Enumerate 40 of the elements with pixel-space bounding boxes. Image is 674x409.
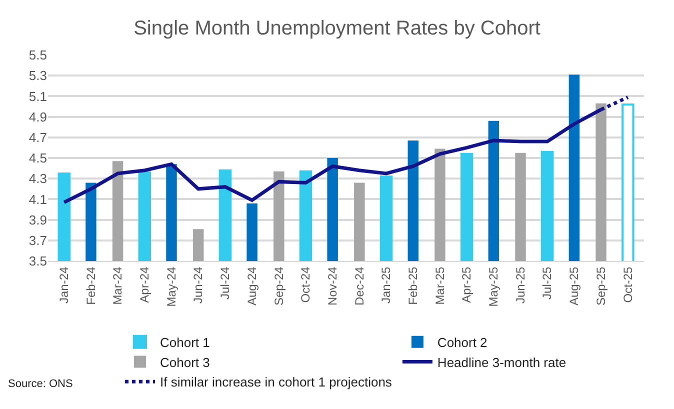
- x-tick-label: Dec-24: [352, 266, 366, 306]
- y-tick-label: 3.7: [28, 232, 47, 248]
- y-tick-label: 4.3: [28, 171, 47, 186]
- y-tick-label: 5.1: [28, 88, 47, 104]
- y-tick-label: 3.9: [28, 212, 47, 228]
- y-tick-label: 4.1: [28, 192, 47, 207]
- y-tick-label: 4.9: [28, 109, 47, 124]
- x-tick-label: Feb-24: [84, 266, 98, 305]
- x-tick-label: Jun-25: [513, 266, 528, 304]
- x-tick-label: Aug-24: [244, 266, 259, 306]
- x-tick-label: Sep-24: [272, 266, 286, 306]
- x-tick-label: May-24: [164, 266, 178, 307]
- x-tick-label: Jan-24: [57, 266, 72, 304]
- x-tick-label: Nov-24: [325, 266, 340, 306]
- x-tick-label: Jun-24: [191, 266, 206, 304]
- x-tick-label: Jul-25: [540, 266, 554, 300]
- legend-label: Headline 3-month rate: [437, 354, 566, 370]
- y-tick-label: 4.5: [28, 150, 47, 166]
- x-tick-label: May-25: [486, 266, 501, 307]
- y-tick-label: 3.5: [28, 254, 47, 269]
- x-tick-label: Aug-25: [567, 266, 582, 306]
- source-note: Source: ONS: [8, 378, 73, 390]
- x-tick-label: Oct-25: [620, 266, 635, 303]
- x-tick-label: Feb-25: [406, 266, 420, 305]
- legend-label: Cohort 2: [437, 334, 488, 350]
- x-tick-label: Apr-25: [460, 266, 474, 303]
- chart-title: Single Month Unemployment Rates by Cohort: [134, 17, 541, 40]
- x-tick-label: Sep-25: [594, 266, 608, 306]
- y-tick-label: 5.3: [28, 68, 47, 84]
- legend-label: Cohort 1: [160, 334, 210, 350]
- y-tick-label: 4.7: [28, 130, 47, 145]
- x-tick-label: Apr-24: [138, 266, 152, 303]
- x-tick-label: Jul-24: [218, 266, 232, 300]
- x-tick-label: Mar-24: [110, 266, 125, 305]
- y-tick-label: 5.5: [28, 48, 47, 63]
- legend-label: Cohort 3: [160, 354, 210, 370]
- x-tick-label: Mar-25: [432, 266, 447, 305]
- x-tick-label: Oct-24: [298, 266, 313, 303]
- x-tick-label: Jan-25: [379, 266, 394, 304]
- legend-label: If similar increase in cohort 1 projections: [160, 374, 392, 390]
